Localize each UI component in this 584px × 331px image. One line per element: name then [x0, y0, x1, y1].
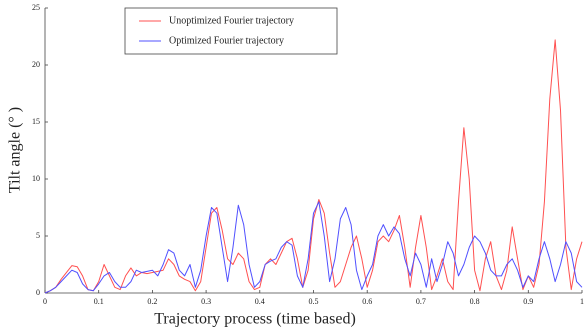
x-tick-label: 0 — [43, 297, 47, 306]
x-tick-label: 1 — [580, 297, 584, 306]
x-tick-label: 0.1 — [94, 297, 104, 306]
legend-box — [124, 7, 338, 55]
series-line — [44, 39, 583, 294]
x-tick-label: 0.9 — [523, 297, 533, 306]
x-axis-label: Trajectory process (time based) — [154, 311, 356, 328]
legend-label: Optimized Fourier trajectory — [169, 35, 284, 46]
series-line — [44, 201, 583, 294]
y-tick-label: 10 — [32, 174, 40, 183]
x-tick-label: 0.4 — [255, 297, 265, 306]
x-tick-label: 0.6 — [362, 297, 372, 306]
legend-label: Unoptimized Fourier trajectory — [169, 15, 294, 26]
x-tick-label: 0.5 — [309, 297, 319, 306]
y-tick-label: 25 — [32, 3, 40, 12]
y-tick-label: 5 — [36, 231, 40, 240]
x-tick-label: 0.7 — [416, 297, 426, 306]
x-tick-label: 0.3 — [201, 297, 211, 306]
y-tick-label: 0 — [36, 288, 40, 297]
x-tick-label: 0.2 — [147, 297, 157, 306]
y-tick-label: 15 — [32, 117, 40, 126]
y-tick-label: 20 — [32, 60, 40, 69]
x-tick-label: 0.8 — [470, 297, 480, 306]
y-axis-label: Tilt angle (° ) — [7, 107, 24, 193]
